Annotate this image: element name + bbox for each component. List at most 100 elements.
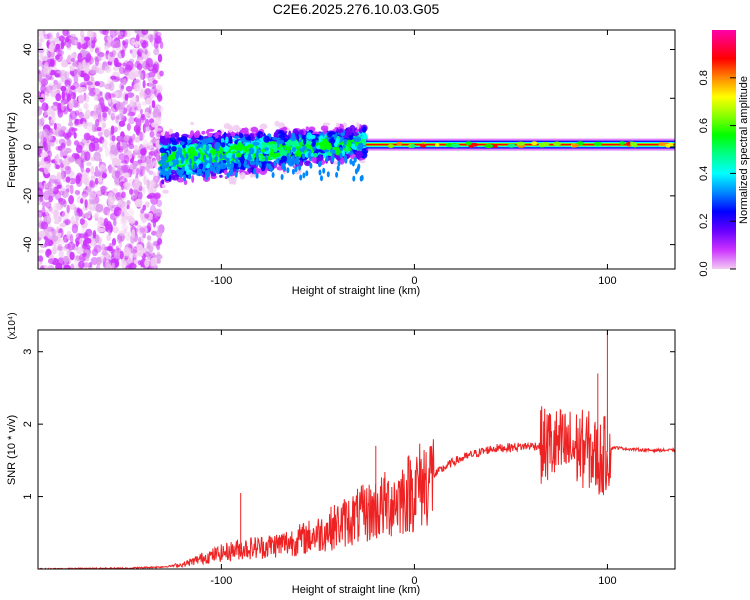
noise-blob	[55, 262, 63, 269]
transition-blob	[362, 138, 367, 146]
noise-blob	[118, 230, 126, 237]
noise-blob	[40, 84, 47, 94]
transition-blob	[362, 126, 367, 133]
noise-blob	[40, 36, 45, 43]
transition-blob	[332, 160, 339, 165]
noise-blob	[41, 206, 46, 216]
transition-blob	[299, 159, 304, 167]
transition-blob	[355, 150, 364, 158]
transition-blob	[158, 160, 166, 165]
noise-blob	[70, 85, 76, 90]
noise-blob	[56, 32, 60, 39]
noise-blob	[99, 136, 105, 144]
noise-blob	[133, 144, 139, 152]
noise-blob	[135, 94, 140, 103]
noise-blob	[42, 128, 50, 138]
noise-blob	[72, 265, 81, 269]
noise-blob	[59, 222, 67, 228]
noise-blob	[143, 175, 147, 186]
noise-blob	[108, 166, 115, 173]
transition-blob	[280, 163, 284, 170]
noise-blob	[66, 54, 73, 64]
noise-blob	[76, 246, 84, 255]
noise-blob	[65, 176, 71, 183]
noise-blob	[80, 198, 84, 204]
noise-blob	[95, 264, 101, 269]
noise-blob	[139, 131, 143, 142]
noise-blob	[125, 247, 132, 253]
noise-blob	[38, 124, 43, 130]
transition-blob	[204, 159, 208, 166]
noise-blob	[104, 261, 112, 269]
noise-blob	[118, 153, 126, 161]
noise-blob	[118, 120, 126, 127]
transition-blob	[335, 171, 339, 178]
transition-blob	[294, 150, 302, 159]
noise-blob	[47, 231, 54, 241]
signal-blob	[387, 144, 395, 148]
noise-blob	[63, 236, 67, 244]
noise-blob	[104, 83, 112, 90]
noise-blob	[117, 200, 123, 206]
noise-blob	[153, 193, 161, 200]
transition-blob	[226, 172, 230, 179]
noise-blob	[123, 172, 130, 179]
noise-blob	[70, 57, 76, 63]
noise-blob	[145, 143, 149, 149]
noise-blob	[95, 107, 103, 115]
transition-blob	[244, 133, 249, 138]
noise-blob	[75, 175, 81, 185]
transition-blob	[351, 143, 356, 148]
noise-blob	[121, 224, 129, 231]
transition-blob	[235, 152, 242, 158]
transition-blob	[234, 171, 238, 178]
transition-blob	[164, 131, 168, 139]
noise-blob	[154, 33, 158, 42]
noise-blob	[40, 117, 45, 127]
transition-blob	[226, 157, 230, 164]
spectrogram-ticks: -100 0 100 -40 -20 0 20 40	[22, 30, 675, 287]
y-tick-label: 2	[22, 421, 34, 427]
transition-blob	[232, 153, 236, 160]
transition-blob	[220, 138, 225, 143]
noise-blob	[66, 170, 75, 178]
noise-blob	[91, 124, 97, 133]
noise-blob	[150, 257, 157, 267]
noise-blob	[119, 82, 125, 92]
transition-blob	[340, 132, 345, 137]
noise-blob	[104, 44, 109, 52]
transition-blob	[168, 128, 174, 135]
noise-blob	[66, 204, 70, 214]
noise-blob	[89, 69, 97, 74]
noise-blob	[134, 198, 143, 208]
noise-blob	[85, 167, 91, 173]
noise-blob	[131, 228, 136, 239]
noise-blob	[126, 92, 135, 98]
noise-blob	[78, 260, 85, 269]
noise-blob	[48, 36, 57, 45]
transition-blob	[205, 144, 210, 152]
noise-blob	[61, 149, 65, 156]
noise-blob	[48, 83, 53, 91]
noise-blob	[44, 229, 52, 238]
transition-blob	[318, 169, 322, 176]
noise-blob	[43, 235, 48, 240]
noise-blob	[77, 52, 83, 63]
noise-blob	[73, 75, 79, 84]
noise-blob	[129, 49, 133, 54]
transition-blob	[220, 160, 224, 167]
noise-blob	[142, 80, 146, 89]
noise-blob	[55, 43, 60, 50]
transition-blob	[168, 167, 172, 174]
noise-blob	[81, 225, 85, 234]
noise-blob	[156, 258, 161, 264]
signal-blob	[552, 141, 562, 146]
transition-blob	[305, 126, 309, 131]
noise-blob	[95, 203, 104, 213]
noise-blob	[95, 165, 99, 174]
noise-blob	[155, 84, 163, 94]
signal-blob	[419, 143, 427, 148]
noise-blob	[61, 171, 65, 180]
noise-blob	[156, 152, 160, 163]
noise-blob	[119, 250, 124, 260]
